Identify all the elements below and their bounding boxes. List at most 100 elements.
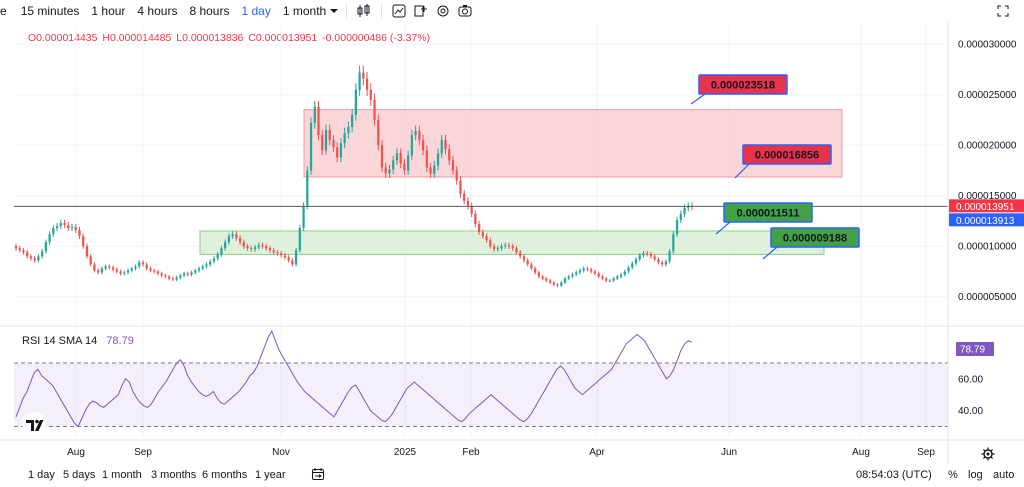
time-tick-label: Sep (917, 447, 935, 458)
candle-body (500, 246, 503, 249)
settings-icon[interactable] (432, 2, 454, 20)
range-1y[interactable]: 1 year (255, 469, 286, 481)
candle-body (545, 278, 548, 281)
candle-body (575, 272, 578, 275)
price-callout: 0.000009188 (762, 227, 860, 260)
support-zone (199, 230, 825, 255)
rsi-title: RSI 14 SMA 14 (22, 335, 98, 347)
range-3m[interactable]: 3 months (151, 469, 197, 481)
candle-body (661, 262, 664, 265)
axes: 0.000030000 0.000025000 0.000020000 0.00001… (0, 22, 1024, 464)
indicators-icon[interactable] (388, 2, 410, 20)
candle-body (552, 282, 555, 285)
clock-readout[interactable]: 08:54:03 (UTC) (856, 469, 932, 481)
candle-body (683, 207, 686, 214)
timeframe-8h[interactable]: 8 hours (189, 4, 230, 18)
candles-icon[interactable] (353, 2, 375, 20)
last-price-tag: 0.000013951 (949, 199, 1024, 213)
timeframe-1d[interactable]: 1 day (241, 4, 271, 18)
legend-low: L0.000013836 (176, 32, 244, 44)
timeframe-4h[interactable]: 4 hours (137, 4, 178, 18)
candle-body (309, 122, 313, 171)
toolbar-divider (381, 4, 383, 18)
candle-body (470, 205, 473, 214)
candle-body (212, 258, 216, 262)
compare-icon[interactable] (410, 2, 432, 20)
callout-leader (690, 93, 706, 105)
timeframe-1h[interactable]: 1 hour (91, 4, 126, 18)
candle-body (604, 278, 608, 281)
candle-body (224, 242, 227, 249)
auto-scale-toggle[interactable]: auto (993, 469, 1015, 481)
date-range-icon[interactable] (311, 467, 325, 484)
candle-body (448, 149, 451, 161)
candle-body (638, 255, 641, 260)
candle-body (687, 205, 690, 208)
price-tick-label: 0.000015000 (958, 191, 1017, 202)
candle-body (41, 251, 44, 257)
range-1d[interactable]: 1 day (28, 469, 55, 481)
range-5d[interactable]: 5 days (63, 469, 96, 481)
candle-body (455, 170, 458, 181)
candle-body (347, 127, 350, 134)
fullscreen-icon[interactable] (994, 3, 1012, 19)
timeframe-1month[interactable]: 1 month (282, 4, 327, 18)
candle-body (619, 274, 623, 277)
prev-close-tag-bg (949, 213, 1024, 227)
candle-body (492, 246, 496, 250)
candle-body (597, 273, 600, 277)
candle-body (48, 234, 51, 243)
candle-body (29, 256, 33, 259)
candle-body (108, 266, 111, 268)
resistance-zone (303, 109, 843, 178)
percent-scale-toggle[interactable]: % (948, 469, 958, 481)
log-scale-toggle[interactable]: log (968, 469, 983, 481)
candle-body (59, 223, 62, 227)
candle-body (365, 78, 369, 90)
candle-body (55, 226, 59, 229)
rsi-legend-value: 78.79 (106, 335, 134, 347)
candle-body (227, 236, 231, 243)
last-price-tag-text: 0.000013951 (956, 202, 1015, 213)
range-1m[interactable]: 1 month (102, 469, 142, 481)
timeframe-cut[interactable]: e (0, 4, 7, 18)
candle-body (395, 153, 399, 161)
candle-body (403, 163, 406, 171)
candle-body (145, 264, 148, 269)
time-tick-label: Feb (462, 447, 480, 458)
candle-body (373, 99, 376, 120)
candle-body (369, 89, 372, 100)
candle-body (649, 254, 653, 257)
candle-body (407, 155, 410, 171)
timeframe-15m[interactable]: 15 minutes (20, 4, 80, 18)
candle-body (321, 135, 324, 151)
price-callout: 0.000016856 (734, 144, 832, 179)
candle-body (216, 254, 219, 259)
candle-body (351, 114, 354, 128)
candle-body (238, 238, 242, 243)
range-6m[interactable]: 6 months (202, 469, 248, 481)
chart-canvas[interactable]: 0.000030000 0.000025000 0.000020000 0.00001… (0, 0, 1024, 464)
candle-body (257, 245, 260, 248)
candle-body (433, 165, 436, 174)
candle-body (358, 72, 361, 90)
chevron-down-icon[interactable] (328, 2, 340, 20)
callout-leader (715, 221, 731, 235)
candle-body (115, 269, 118, 272)
candle-body (190, 272, 193, 275)
candle-body (436, 153, 440, 166)
candle-body (380, 145, 384, 168)
candle-body (156, 271, 160, 274)
axis-settings-gear-icon[interactable] (981, 447, 995, 461)
zones (199, 109, 843, 255)
candle-body (317, 106, 320, 136)
candle-body (130, 268, 133, 271)
candle-body (201, 266, 204, 269)
candle-body (287, 257, 290, 261)
candle-body (153, 270, 156, 272)
candle-body (52, 228, 55, 235)
candle-body (18, 248, 21, 251)
snapshot-icon[interactable] (454, 2, 476, 20)
candle-body (67, 225, 70, 229)
candle-body (89, 256, 92, 265)
